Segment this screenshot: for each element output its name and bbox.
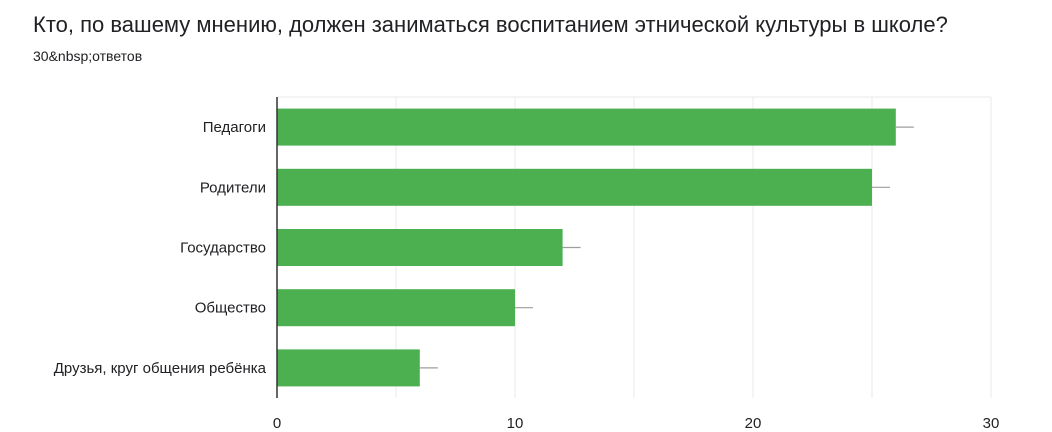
ticks-layer: 0 10 20 30 — [273, 97, 1000, 432]
category-label: Педагоги — [203, 119, 266, 136]
x-tick-label: 20 — [745, 415, 762, 432]
bar — [277, 229, 563, 266]
bar — [277, 289, 515, 327]
question-title: Кто, по вашему мнению, должен заниматься… — [33, 12, 948, 37]
bar — [277, 168, 872, 206]
category-label: Родители — [200, 179, 266, 196]
response-count: 30&nbsp;ответов — [33, 48, 143, 64]
x-tick-label: 30 — [983, 415, 1000, 432]
category-label: Общество — [195, 300, 266, 317]
category-label: Государство — [180, 240, 266, 257]
x-tick-label: 0 — [273, 415, 281, 432]
labels-layer: Педагоги Родители Государство Общество Друзь… — [54, 119, 267, 377]
category-label: Друзья, круг общения ребёнка — [54, 360, 267, 377]
bars-layer — [277, 108, 914, 387]
x-tick-label: 10 — [507, 415, 524, 432]
bar — [277, 108, 896, 146]
bar — [277, 349, 420, 387]
